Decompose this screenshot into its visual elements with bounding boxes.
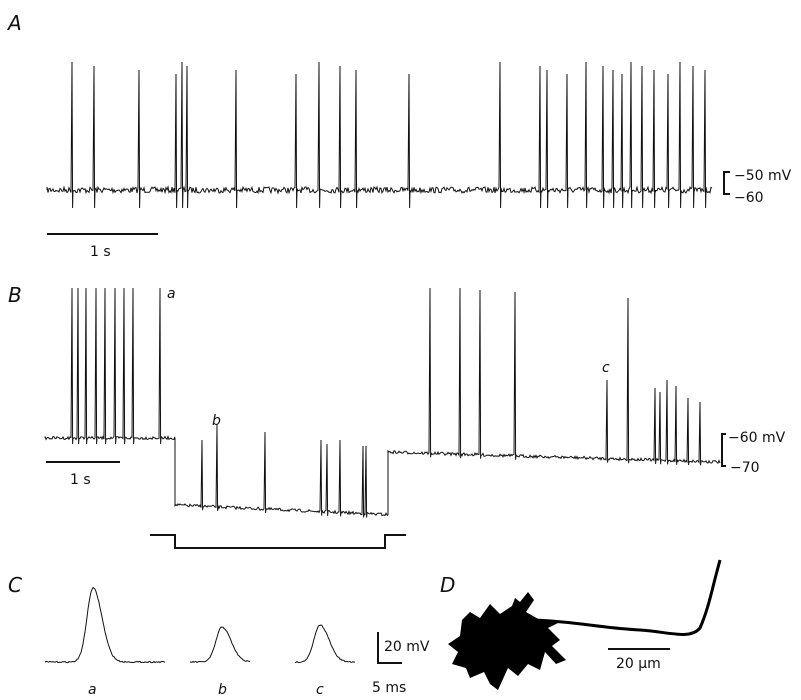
- scale-label: −60 mV: [728, 430, 786, 446]
- neuron-soma: [448, 592, 566, 690]
- scale-label: −60: [734, 190, 764, 206]
- scale-label: −50 mV: [734, 168, 792, 184]
- scale-bar: [721, 433, 726, 467]
- marker: a: [167, 286, 176, 302]
- panel-label: B: [8, 283, 22, 307]
- scale-label: 20 μm: [616, 656, 661, 672]
- scale-label: −70: [730, 460, 760, 476]
- scale-label: 5 ms: [372, 680, 406, 696]
- panel-label: D: [440, 573, 455, 597]
- scale-label: 1 s: [90, 244, 111, 260]
- spike-waveform: [189, 626, 251, 663]
- neuron-axon: [534, 559, 722, 636]
- scale-label: 1 s: [70, 472, 91, 488]
- trace-label: a: [88, 682, 97, 698]
- scale-bar: [377, 632, 402, 664]
- marker: c: [602, 360, 610, 376]
- scale-bar: [723, 171, 730, 195]
- panel-label: A: [6, 11, 22, 35]
- panel-label: C: [8, 573, 22, 597]
- trace-label: c: [316, 682, 324, 698]
- voltage-trace: [387, 287, 721, 466]
- command-step: [150, 534, 406, 549]
- step-edge: [174, 438, 389, 515]
- voltage-trace: [174, 424, 389, 518]
- spike-waveform: [294, 624, 356, 664]
- marker: b: [212, 413, 221, 429]
- voltage-trace: [46, 61, 713, 209]
- voltage-trace: [44, 287, 176, 445]
- trace-label: b: [218, 682, 227, 698]
- scale-label: 20 mV: [384, 639, 430, 655]
- spike-waveform: [44, 586, 166, 664]
